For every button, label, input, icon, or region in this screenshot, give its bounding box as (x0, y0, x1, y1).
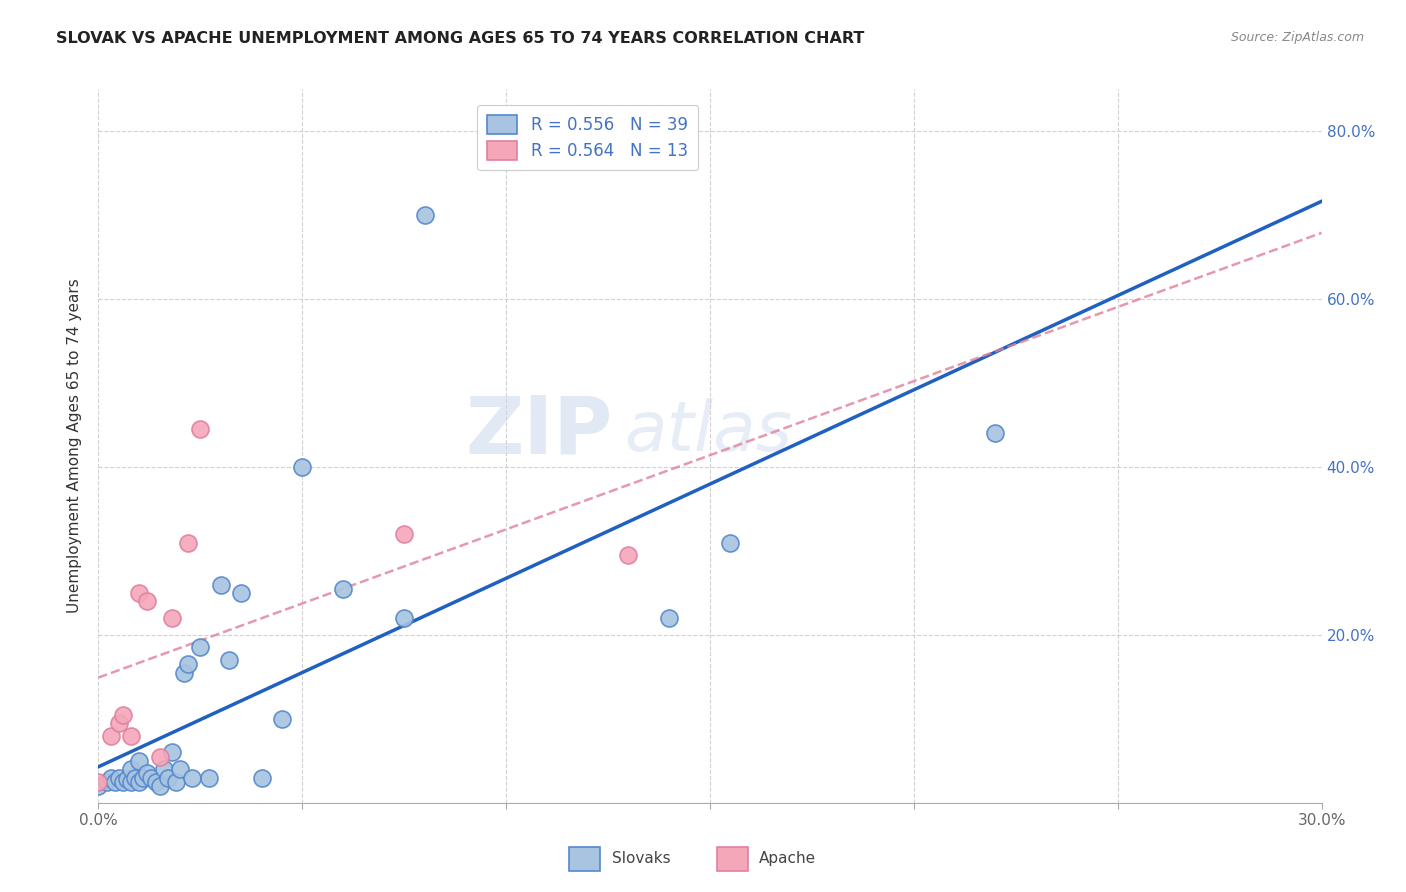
Point (124, 771, 146, 785)
Point (108, 716, 131, 731)
Point (96, 774, 118, 789)
Point (218, 653, 240, 667)
Point (160, 746, 183, 760)
Point (209, 577, 232, 591)
Text: ZIP: ZIP (465, 392, 612, 471)
Point (111, 774, 134, 789)
Text: Slovaks: Slovaks (612, 851, 671, 865)
Point (165, 774, 187, 789)
Point (392, 527, 416, 541)
Legend: R = 0.556   N = 39, R = 0.564   N = 13: R = 0.556 N = 39, R = 0.564 N = 13 (478, 104, 697, 169)
Point (177, 535, 200, 549)
Point (169, 762, 191, 776)
Point (128, 754, 150, 768)
Point (156, 771, 179, 785)
Text: Apache: Apache (759, 851, 817, 865)
Point (250, 771, 273, 785)
Point (120, 762, 142, 776)
Point (136, 594, 159, 608)
Text: Source: ZipAtlas.com: Source: ZipAtlas.com (1230, 31, 1364, 45)
Point (87, 774, 110, 789)
Point (115, 772, 138, 787)
Point (270, 712, 294, 726)
Point (87, 779, 110, 793)
Point (149, 749, 172, 764)
Point (160, 611, 183, 625)
Y-axis label: Unemployment Among Ages 65 to 74 years: Unemployment Among Ages 65 to 74 years (67, 278, 83, 614)
Point (128, 774, 150, 789)
Point (132, 771, 155, 785)
Point (181, 771, 204, 785)
Point (152, 762, 174, 776)
Point (188, 422, 212, 436)
Point (100, 729, 122, 743)
Point (149, 779, 172, 793)
Point (108, 771, 131, 785)
Point (128, 586, 150, 600)
Point (177, 657, 200, 672)
Point (332, 582, 354, 596)
Text: SLOVAK VS APACHE UNEMPLOYMENT AMONG AGES 65 TO 74 YEARS CORRELATION CHART: SLOVAK VS APACHE UNEMPLOYMENT AMONG AGES… (56, 31, 865, 46)
Point (111, 707, 134, 722)
Point (984, 426, 1007, 441)
Point (173, 665, 195, 680)
Point (658, 611, 681, 625)
Text: atlas: atlas (624, 398, 793, 466)
Point (100, 771, 122, 785)
Point (120, 774, 142, 789)
Point (136, 766, 159, 780)
Point (720, 535, 742, 549)
Point (145, 774, 167, 789)
Point (141, 771, 163, 785)
Point (291, 460, 314, 475)
Point (188, 640, 212, 655)
Point (104, 774, 127, 789)
Point (120, 729, 142, 743)
Point (197, 771, 219, 785)
Point (617, 548, 640, 562)
Point (231, 586, 253, 600)
Point (413, 208, 436, 222)
Point (392, 611, 416, 625)
